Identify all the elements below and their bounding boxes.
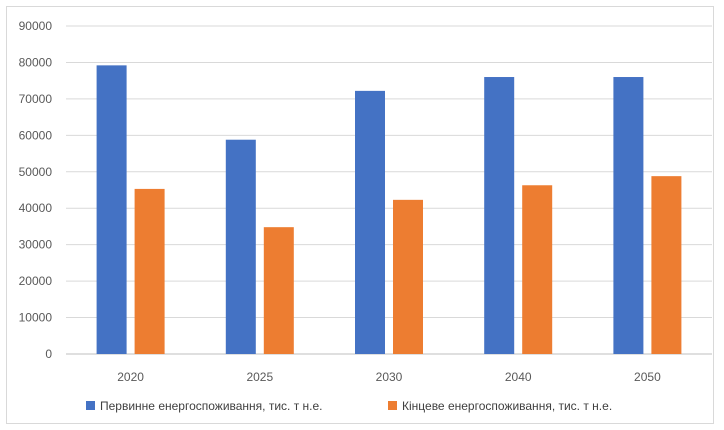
legend-swatch-series-2 — [388, 401, 397, 410]
y-tick-label: 50000 — [19, 165, 53, 179]
x-tick-label: 2030 — [376, 370, 403, 384]
x-tick-label: 2040 — [505, 370, 532, 384]
y-tick-label: 30000 — [19, 238, 53, 252]
y-tick-label: 10000 — [19, 311, 53, 325]
y-tick-label: 70000 — [19, 92, 53, 106]
legend: Первинне енергоспоживання, тис. т н.е. Кі… — [86, 399, 612, 413]
y-tick-label: 0 — [45, 347, 52, 361]
y-tick-label: 40000 — [19, 201, 53, 215]
bar-series-1-2050 — [613, 77, 644, 355]
bar-series-1-2030 — [355, 90, 385, 355]
bars — [96, 65, 682, 355]
x-tick-label: 2020 — [117, 370, 144, 384]
gridlines — [66, 25, 712, 355]
legend-swatch-series-1 — [86, 401, 95, 410]
bar-series-2-2020 — [134, 188, 165, 354]
bar-series-1-2040 — [484, 77, 515, 355]
bar-series-2-2050 — [651, 176, 682, 354]
y-axis-tick-labels: 0 10000 20000 30000 40000 50000 60000 70000 8000… — [19, 19, 53, 361]
bar-series-2-2040 — [522, 185, 553, 354]
legend-label-series-1: Первинне енергоспоживання, тис. т н.е. — [100, 399, 323, 413]
bar-series-1-2020 — [96, 65, 127, 355]
y-tick-label: 20000 — [19, 274, 53, 288]
bar-series-1-2025 — [225, 139, 256, 354]
x-tick-label: 2025 — [246, 370, 273, 384]
y-tick-label: 90000 — [19, 19, 53, 33]
legend-label-series-2: Кінцеве енергоспоживання, тис. т н.е. — [402, 399, 612, 413]
y-tick-label: 60000 — [19, 128, 53, 142]
bar-series-2-2030 — [393, 199, 423, 354]
y-tick-label: 80000 — [19, 55, 53, 69]
bar-series-2-2025 — [263, 227, 294, 354]
x-tick-label: 2050 — [634, 370, 661, 384]
x-axis-tick-labels: 2020 2025 2030 2040 2050 — [117, 370, 661, 384]
